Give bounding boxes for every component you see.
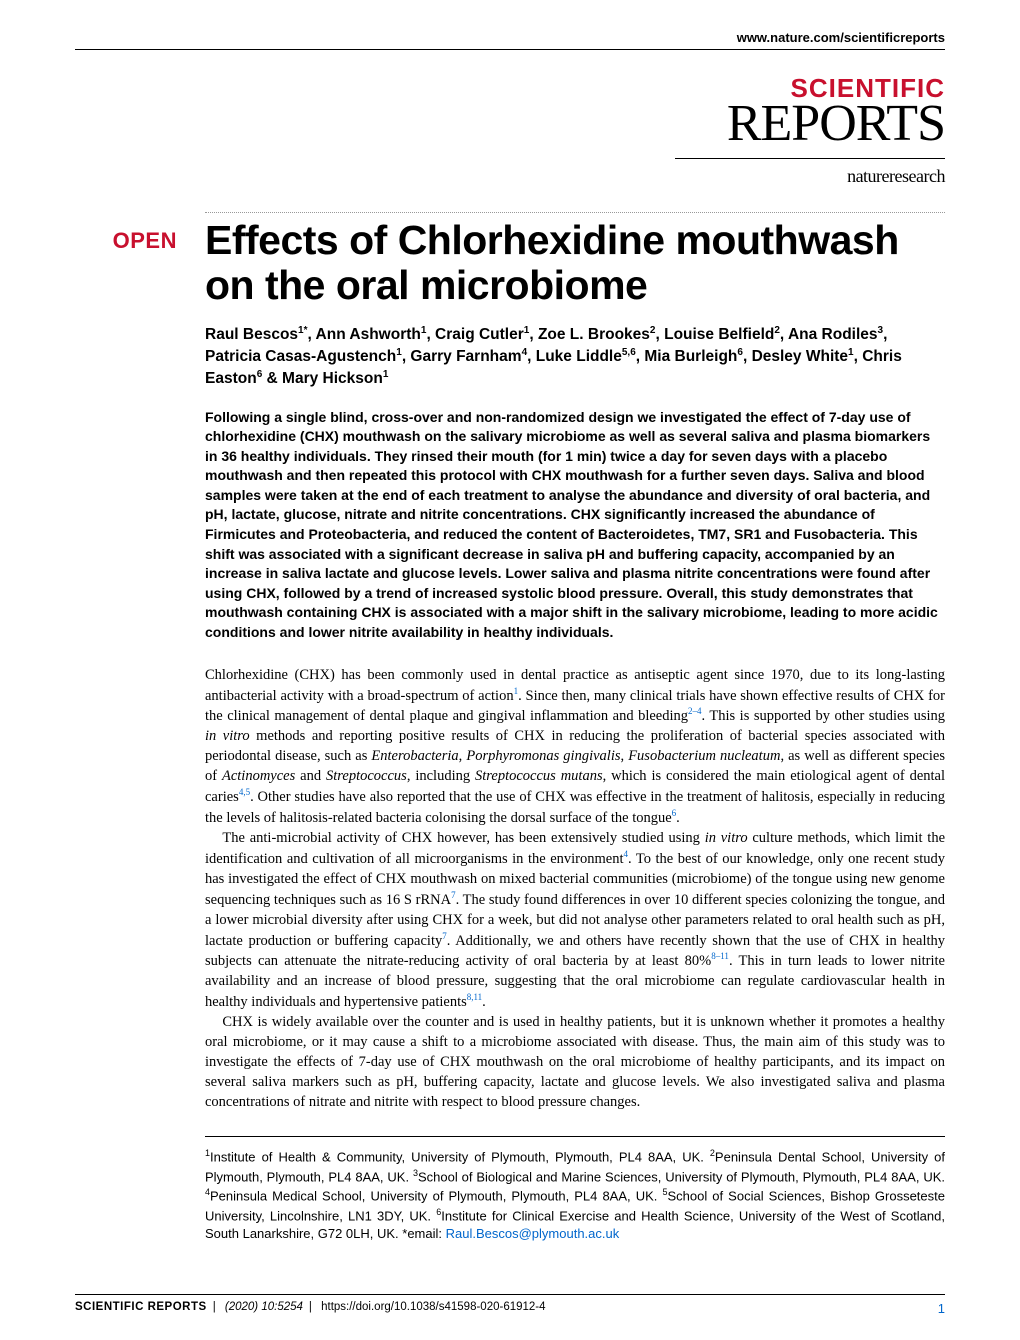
page-footer: SCIENTIFIC REPORTS| (2020) 10:5254| http…: [75, 1294, 945, 1316]
affiliation-rule: [205, 1136, 945, 1137]
logo-line2: REPORTS: [75, 101, 945, 148]
footer-rule: [75, 1294, 945, 1295]
article-title: Effects of Chlorhexidine mouthwash on th…: [205, 218, 945, 308]
body-text: Chlorhexidine (CHX) has been commonly us…: [205, 665, 945, 1112]
header-rule: [75, 49, 945, 50]
open-access-badge: OPEN: [75, 228, 177, 254]
paragraph-2: The anti-microbial activity of CHX howev…: [205, 828, 945, 1012]
footer-doi: https://doi.org/10.1038/s41598-020-61912…: [321, 1301, 545, 1313]
page-number: 1: [938, 1301, 945, 1316]
paragraph-3: CHX is widely available over the counter…: [205, 1012, 945, 1112]
dotted-rule-top: [205, 212, 945, 213]
footer-citation: SCIENTIFIC REPORTS| (2020) 10:5254| http…: [75, 1301, 546, 1316]
affiliations: 1Institute of Health & Community, Univer…: [205, 1147, 945, 1243]
header-url: www.nature.com/scientificreports: [75, 30, 945, 45]
logo-sub: natureresearch: [75, 166, 945, 187]
paragraph-1: Chlorhexidine (CHX) has been commonly us…: [205, 665, 945, 828]
journal-logo: SCIENTIFIC REPORTS natureresearch: [75, 75, 945, 187]
abstract: Following a single blind, cross-over and…: [205, 408, 945, 643]
author-list: Raul Bescos1*, Ann Ashworth1, Craig Cutl…: [205, 324, 945, 390]
footer-vol: (2020) 10:5254: [225, 1301, 303, 1313]
footer-journal: SCIENTIFIC REPORTS: [75, 1301, 207, 1313]
logo-rule: [675, 158, 945, 159]
